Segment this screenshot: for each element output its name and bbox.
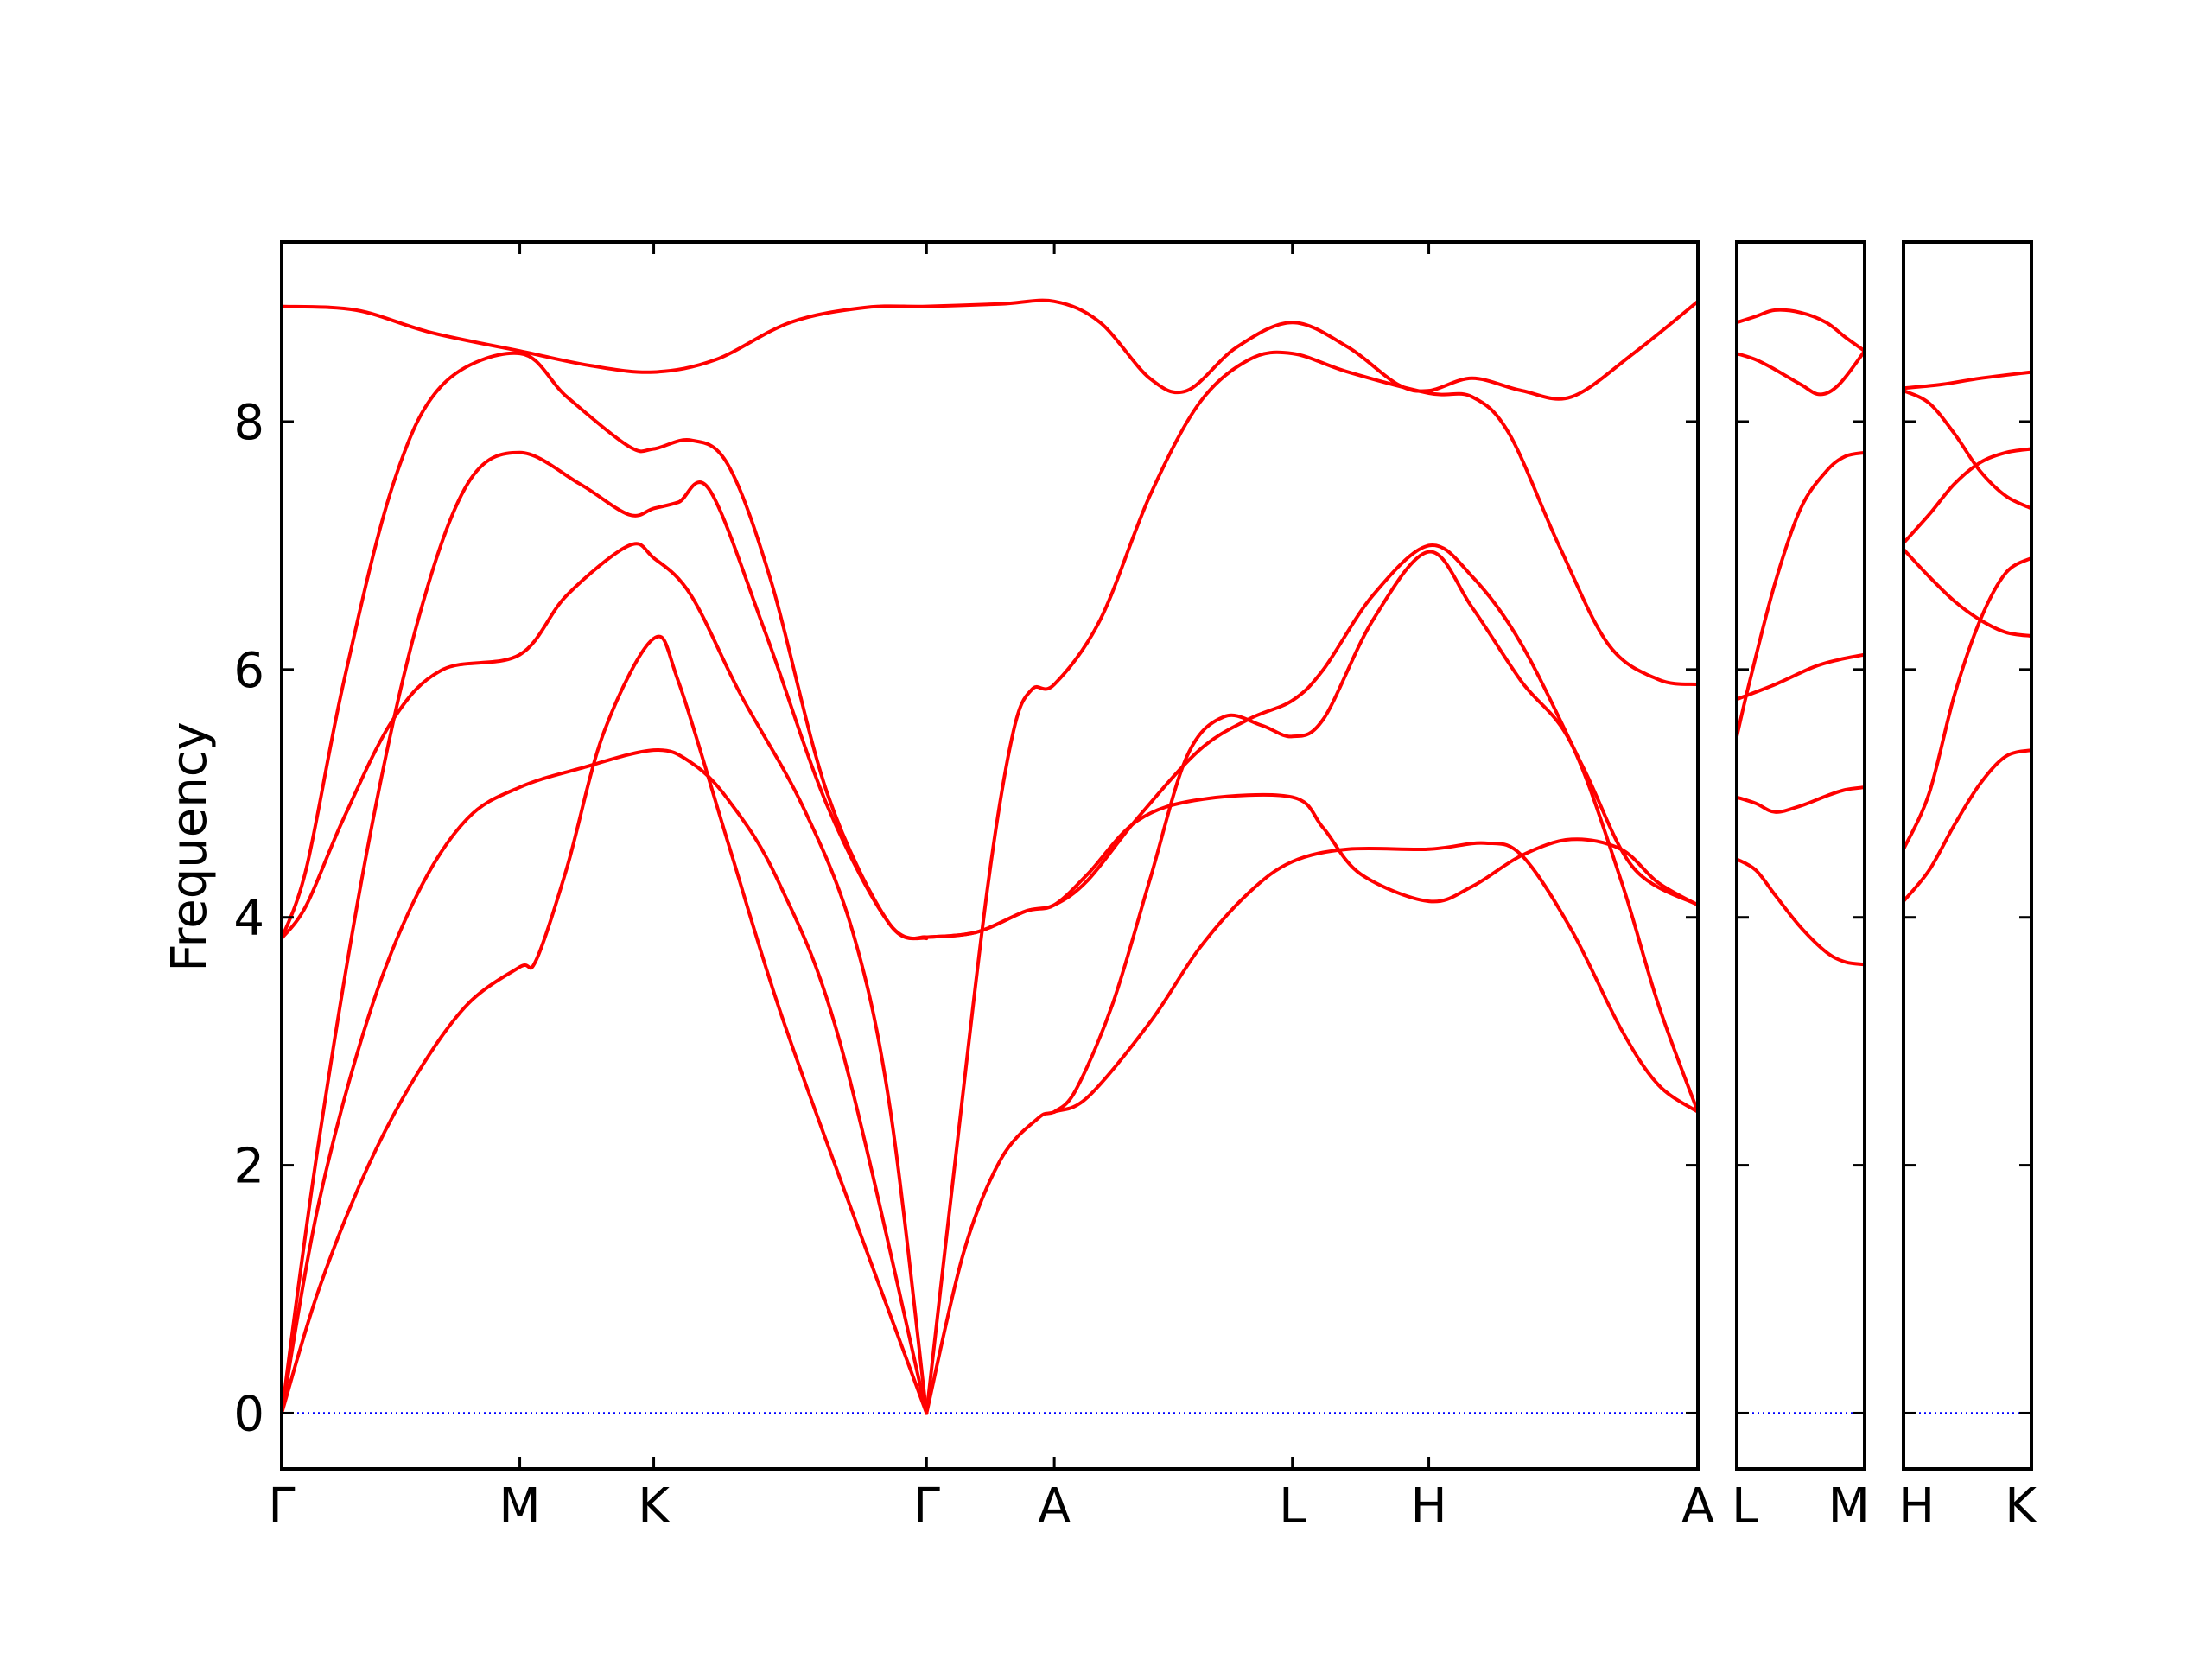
y-tick-label: 8 bbox=[233, 395, 264, 451]
x-tick-label: L bbox=[1732, 1478, 1758, 1535]
band-line-3 bbox=[1904, 447, 2031, 545]
band-line-5 bbox=[1737, 785, 1865, 814]
band-line-9 bbox=[925, 841, 1698, 1415]
band-line-3 bbox=[282, 450, 929, 1415]
x-tick-label: H bbox=[1898, 1478, 1935, 1535]
bands bbox=[1904, 370, 2031, 904]
band-line-2 bbox=[1904, 389, 2031, 511]
band-line-8 bbox=[925, 792, 1698, 939]
bands bbox=[1737, 308, 1865, 967]
x-tick-label: Γ bbox=[268, 1478, 295, 1535]
band-line-3 bbox=[1737, 450, 1865, 739]
band-line-5 bbox=[1904, 556, 2031, 851]
y-tick-label: 6 bbox=[233, 643, 264, 699]
panel-frame bbox=[280, 240, 1700, 1471]
band-line-2 bbox=[1737, 349, 1865, 397]
band-line-4 bbox=[1737, 652, 1865, 702]
band-line-4 bbox=[282, 542, 929, 1415]
x-tick-label: A bbox=[1681, 1478, 1714, 1535]
band-line-4 bbox=[1904, 547, 2031, 639]
x-tick-label: Γ bbox=[913, 1478, 940, 1535]
y-axis-label: Frequency bbox=[162, 721, 218, 971]
band-line-6 bbox=[282, 298, 1698, 401]
x-tick-label: M bbox=[499, 1478, 540, 1535]
y-tick-label: 2 bbox=[233, 1139, 264, 1195]
y-tick-label: 0 bbox=[233, 1386, 264, 1442]
band-line-5 bbox=[282, 351, 929, 941]
band-line-7 bbox=[925, 543, 1698, 939]
bands bbox=[282, 298, 1698, 1415]
panel-frame bbox=[1902, 240, 2033, 1471]
x-tick-label: K bbox=[638, 1478, 671, 1535]
band-line-1 bbox=[1737, 308, 1865, 353]
band-line-2 bbox=[282, 747, 929, 1415]
x-tick-label: K bbox=[2005, 1478, 2037, 1535]
band-line-11 bbox=[1052, 550, 1698, 1114]
x-tick-label: M bbox=[1828, 1478, 1870, 1535]
band-line-1 bbox=[1904, 370, 2031, 391]
band-line-1 bbox=[282, 634, 929, 1415]
y-axis: 0 2 4 6 8 bbox=[233, 395, 264, 1442]
x-tick-label: H bbox=[1411, 1478, 1447, 1535]
x-tick-label: L bbox=[1279, 1478, 1306, 1535]
band-line-6 bbox=[1904, 748, 2031, 904]
panel-frame bbox=[1735, 240, 1866, 1471]
band-line-10 bbox=[925, 350, 1698, 1415]
x-tick-label: A bbox=[1038, 1478, 1071, 1535]
y-tick-label: 4 bbox=[233, 891, 264, 947]
band-line-6 bbox=[1737, 857, 1865, 967]
